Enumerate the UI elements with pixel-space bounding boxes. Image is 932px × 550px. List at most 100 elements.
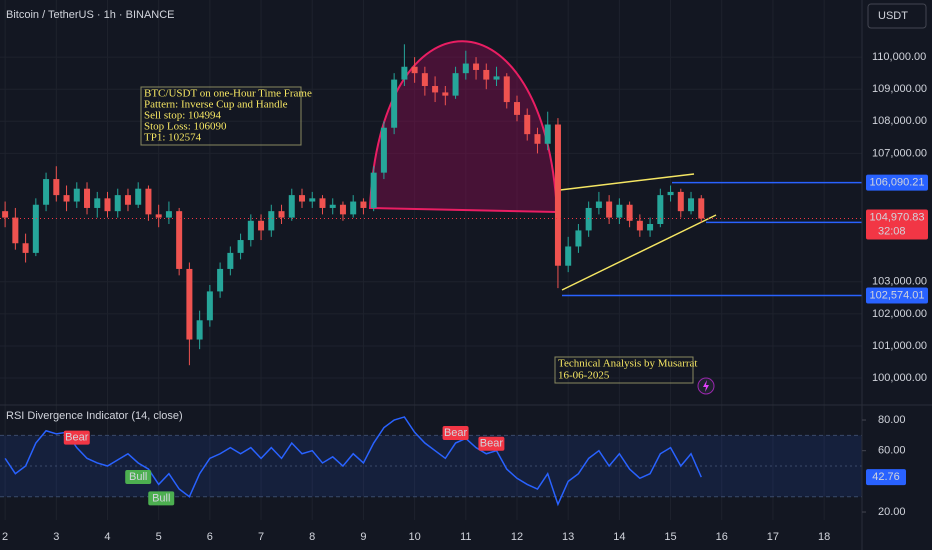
candle-body [421, 73, 428, 87]
x-tick-label: 17 [767, 531, 779, 543]
x-tick-label: 15 [664, 531, 676, 543]
x-tick-label: 9 [360, 531, 366, 543]
annotation-text: Sell stop: 104994 [144, 110, 222, 122]
level-label-bg [866, 287, 928, 304]
signal-label: Bear [480, 438, 504, 450]
candle-body [165, 211, 172, 218]
candle-body [380, 127, 387, 173]
candle-body [636, 220, 643, 231]
candle-body [647, 224, 654, 231]
candle-body [32, 204, 39, 253]
x-tick-label: 12 [511, 531, 523, 543]
candle-body [554, 124, 561, 266]
candle-body [677, 191, 684, 212]
x-tick-label: 6 [207, 531, 213, 543]
annotation-text: Stop Loss: 106090 [144, 121, 227, 133]
candle-body [370, 172, 377, 208]
candle-body [22, 243, 29, 253]
annotation-text: TP1: 102574 [144, 132, 202, 144]
candle-body [626, 204, 633, 221]
candle-body [278, 211, 285, 218]
annotation-border [554, 356, 694, 384]
candle-body [442, 92, 449, 96]
candle-body [104, 198, 111, 212]
candle-body [288, 195, 295, 218]
candle-body [319, 198, 326, 208]
candle-body [524, 114, 531, 135]
candle-body [483, 69, 490, 80]
x-tick-label: 11 [460, 531, 471, 543]
annotation-box: Technical Analysis by Musarrat 16-06-202… [554, 356, 697, 384]
currency-button[interactable] [867, 3, 927, 29]
signal-bg [478, 436, 505, 451]
wedge-lower [561, 214, 717, 291]
x-tick-label: 16 [716, 531, 728, 543]
signal-bg [442, 426, 469, 441]
rsi-tick-label: 80.00 [878, 414, 906, 426]
candle-body [114, 195, 121, 212]
annotation-text: Technical Analysis by Musarrat [558, 358, 697, 370]
rsi-tick-label: 20.00 [878, 506, 906, 518]
candle-body [503, 76, 510, 103]
candle-body [565, 246, 572, 266]
candle-body [688, 198, 695, 212]
y-tick-label: 107,000.00 [872, 147, 927, 159]
signal-label: Bull [129, 471, 147, 483]
candle-body [350, 201, 357, 215]
candle-body [432, 86, 439, 93]
candle-body [94, 198, 101, 208]
signal-label: Bull [152, 492, 170, 504]
level-label: 102,574.01 [869, 289, 924, 301]
rsi-title: RSI Divergence Indicator (14, close) [6, 410, 183, 422]
y-tick-label: 100,000.00 [872, 372, 927, 384]
x-tick-label: 3 [53, 531, 59, 543]
candle-body [196, 320, 203, 340]
candle-body [237, 240, 244, 253]
candle-body [53, 179, 60, 196]
candle-body [360, 201, 367, 208]
signal-label: Bear [444, 427, 468, 439]
candle-body [401, 66, 408, 80]
x-tick-label: 5 [156, 531, 162, 543]
candle-body [329, 204, 336, 208]
annotation-box: BTC/USDT on one-Hour Time Frame Pattern:… [140, 86, 312, 146]
x-tick-label: 8 [309, 531, 315, 543]
candle-body [43, 179, 50, 205]
candle-body [227, 252, 234, 269]
candle-body [247, 220, 254, 241]
last-price-label: 104,970.83 [869, 211, 924, 223]
y-tick-label: 110,000.00 [872, 51, 926, 63]
candle-body [186, 268, 193, 340]
candle-body [63, 195, 70, 202]
candle-body [176, 211, 183, 269]
y-tick-label: 102,000.00 [872, 308, 927, 320]
candle-body [667, 191, 674, 196]
candle-body [339, 204, 346, 215]
candle-body [2, 211, 9, 218]
alert-bolt [703, 380, 709, 392]
rsi-last-bg [866, 469, 906, 486]
candle-body [513, 102, 520, 115]
candle-body [575, 230, 582, 247]
candle-body [411, 66, 418, 74]
candle-body [299, 195, 306, 202]
candle-body [135, 188, 142, 205]
candle-body [616, 204, 623, 218]
candle-body [473, 63, 480, 70]
candle-body [124, 195, 131, 205]
annotation-text: Pattern: Inverse Cup and Handle [144, 99, 288, 111]
level-label: 106,090.21 [869, 177, 924, 189]
signal-label: Bear [65, 432, 89, 444]
candle-body [145, 188, 152, 215]
signal-bg [125, 469, 152, 484]
signal-bg [63, 430, 90, 445]
rsi-line [4, 416, 702, 507]
x-tick-label: 2 [2, 531, 8, 543]
candle-body [534, 134, 541, 144]
candle-body [12, 217, 19, 244]
rsi-last-label: 42.76 [872, 471, 900, 483]
candle-body [391, 79, 398, 128]
annotation-text: BTC/USDT on one-Hour Time Frame [144, 88, 312, 100]
candle-body [544, 124, 551, 144]
candle-body [657, 195, 664, 225]
